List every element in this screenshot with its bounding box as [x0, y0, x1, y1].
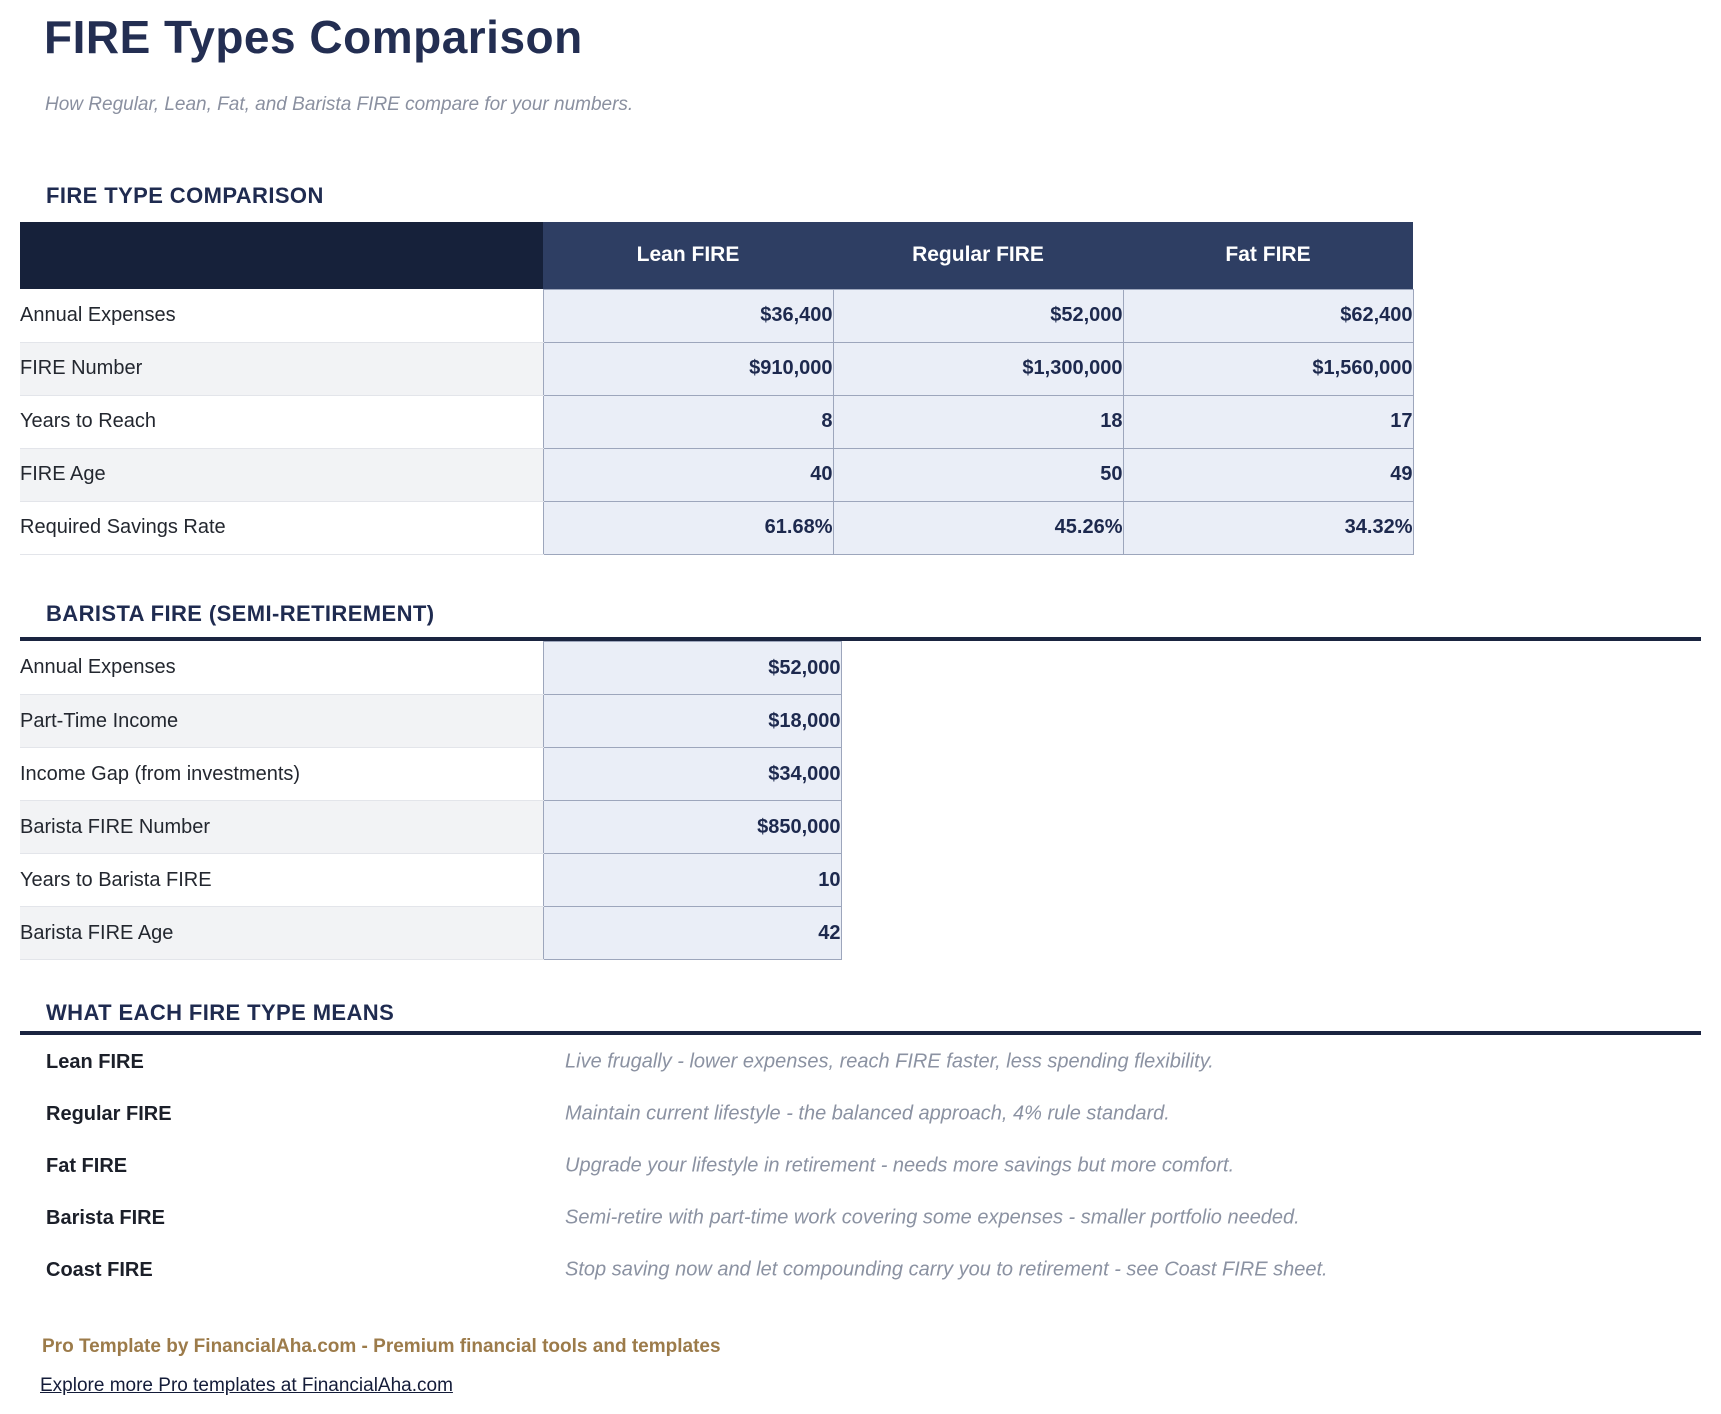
table-row: Barista FIRE Age 42: [20, 906, 842, 960]
table-row: Years to Barista FIRE 10: [20, 853, 842, 907]
value-cell: $36,400: [542, 288, 834, 343]
definition-term: Fat FIRE: [46, 1154, 128, 1177]
value-cell: 61.68%: [542, 500, 834, 555]
comparison-table: Lean FIRE Regular FIRE Fat FIRE Annual E…: [20, 222, 1414, 555]
table-row: Years to Reach 8 18 17: [20, 394, 1414, 449]
row-label: Annual Expenses: [20, 289, 543, 343]
column-header-regular-fire: Regular FIRE: [833, 222, 1123, 289]
section-heading-comparison: FIRE TYPE COMPARISON: [46, 183, 324, 208]
value-cell: $850,000: [542, 800, 842, 854]
section-divider: [20, 1031, 1701, 1035]
definition-term: Lean FIRE: [46, 1050, 144, 1073]
table-row: Income Gap (from investments) $34,000: [20, 747, 842, 801]
row-label: FIRE Number: [20, 342, 543, 396]
definition-term: Coast FIRE: [46, 1258, 153, 1281]
footer-branding: Pro Template by FinancialAha.com - Premi…: [42, 1336, 721, 1357]
definition-row: Barista FIRE Semi-retire with part-time …: [20, 1192, 1701, 1244]
value-cell: 18: [832, 394, 1124, 449]
definition-row: Coast FIRE Stop saving now and let compo…: [20, 1244, 1701, 1296]
row-label: Required Savings Rate: [20, 501, 543, 555]
row-label: Part-Time Income: [20, 694, 543, 748]
row-label: Income Gap (from investments): [20, 747, 543, 801]
definition-row: Lean FIRE Live frugally - lower expenses…: [20, 1036, 1701, 1088]
section-heading-definitions: WHAT EACH FIRE TYPE MEANS: [46, 1000, 395, 1025]
barista-table: Annual Expenses $52,000 Part-Time Income…: [20, 641, 842, 960]
value-cell: $910,000: [542, 341, 834, 396]
value-cell: $1,560,000: [1122, 341, 1414, 396]
row-label: Years to Reach: [20, 395, 543, 449]
value-cell: $52,000: [542, 641, 842, 695]
page-subtitle: How Regular, Lean, Fat, and Barista FIRE…: [45, 94, 634, 115]
table-row: Annual Expenses $52,000: [20, 641, 842, 695]
definition-description: Upgrade your lifestyle in retirement - n…: [565, 1154, 1235, 1177]
table-row: Barista FIRE Number $850,000: [20, 800, 842, 854]
table-row: FIRE Age 40 50 49: [20, 447, 1414, 502]
definitions-list: Lean FIRE Live frugally - lower expenses…: [20, 1036, 1701, 1296]
row-label: FIRE Age: [20, 448, 543, 502]
definition-row: Fat FIRE Upgrade your lifestyle in retir…: [20, 1140, 1701, 1192]
table-row: Annual Expenses $36,400 $52,000 $62,400: [20, 288, 1414, 343]
value-cell: 10: [542, 853, 842, 907]
value-cell: $18,000: [542, 694, 842, 748]
value-cell: 49: [1122, 447, 1414, 502]
value-cell: $52,000: [832, 288, 1124, 343]
table-row: Required Savings Rate 61.68% 45.26% 34.3…: [20, 500, 1414, 555]
row-label: Years to Barista FIRE: [20, 853, 543, 907]
table-row: FIRE Number $910,000 $1,300,000 $1,560,0…: [20, 341, 1414, 396]
value-cell: 40: [542, 447, 834, 502]
corner-cell: [20, 222, 543, 289]
value-cell: $62,400: [1122, 288, 1414, 343]
definition-row: Regular FIRE Maintain current lifestyle …: [20, 1088, 1701, 1140]
definition-description: Stop saving now and let compounding carr…: [565, 1258, 1328, 1281]
value-cell: 42: [542, 906, 842, 960]
table-row: Part-Time Income $18,000: [20, 694, 842, 748]
definition-description: Maintain current lifestyle - the balance…: [565, 1102, 1170, 1125]
definition-description: Semi-retire with part-time work covering…: [565, 1206, 1300, 1229]
row-label: Barista FIRE Number: [20, 800, 543, 854]
value-cell: 8: [542, 394, 834, 449]
value-cell: $34,000: [542, 747, 842, 801]
value-cell: $1,300,000: [832, 341, 1124, 396]
row-label: Annual Expenses: [20, 641, 543, 695]
definition-term: Regular FIRE: [46, 1102, 172, 1125]
row-label: Barista FIRE Age: [20, 906, 543, 960]
value-cell: 17: [1122, 394, 1414, 449]
value-cell: 45.26%: [832, 500, 1124, 555]
section-heading-barista: BARISTA FIRE (SEMI-RETIREMENT): [46, 601, 435, 626]
explore-templates-link[interactable]: Explore more Pro templates at FinancialA…: [40, 1375, 453, 1396]
comparison-header-row: Lean FIRE Regular FIRE Fat FIRE: [20, 222, 1413, 289]
definition-term: Barista FIRE: [46, 1206, 165, 1229]
value-cell: 50: [832, 447, 1124, 502]
column-header-lean-fire: Lean FIRE: [543, 222, 833, 289]
section-divider: [20, 637, 1701, 641]
column-header-fat-fire: Fat FIRE: [1123, 222, 1413, 289]
page-title: FIRE Types Comparison: [44, 11, 583, 63]
definition-description: Live frugally - lower expenses, reach FI…: [565, 1050, 1214, 1073]
value-cell: 34.32%: [1122, 500, 1414, 555]
